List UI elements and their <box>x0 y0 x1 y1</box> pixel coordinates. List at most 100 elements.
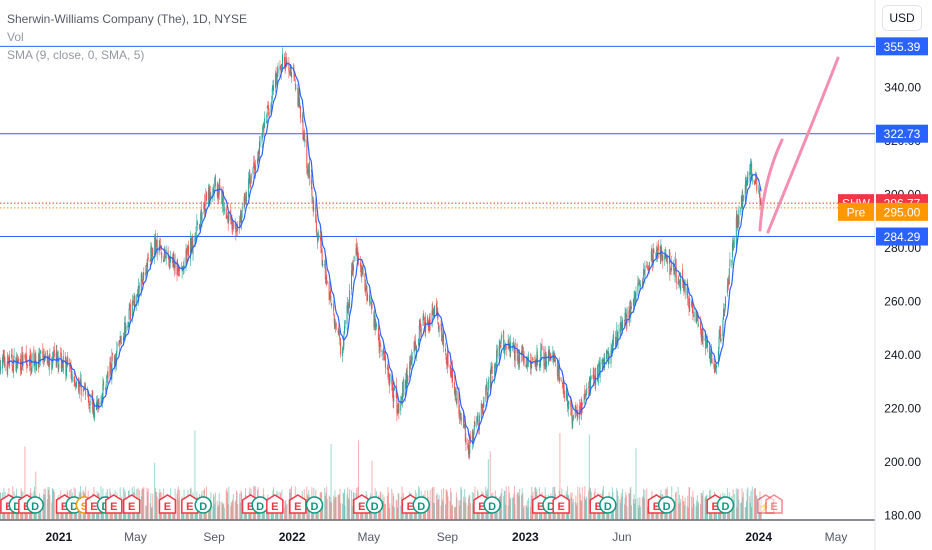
candle <box>87 392 89 399</box>
candle <box>119 336 121 339</box>
symbol-title[interactable]: Sherwin-Williams Company (The), 1D, NYSE <box>7 12 248 26</box>
event-markers[interactable]: EDEDEDSEDEEEEDEDEEDEDEDEDEDEEDEDED⚡E <box>0 494 783 514</box>
candle <box>93 405 95 415</box>
event-letter: E <box>128 501 135 513</box>
candle <box>758 189 760 192</box>
volume-bar <box>570 497 572 520</box>
candle <box>711 359 713 364</box>
volume-bar <box>342 492 344 520</box>
candle <box>136 293 138 297</box>
candle <box>3 356 5 366</box>
event-letter: D <box>721 501 729 513</box>
sma-label[interactable]: SMA (9, close, 0, SMA, 5) <box>7 48 145 62</box>
volume-bar <box>563 507 565 520</box>
volume-bar <box>230 505 232 520</box>
candle <box>567 394 569 407</box>
currency-button[interactable]: USD <box>882 5 922 31</box>
candle <box>606 350 608 353</box>
candle <box>158 246 160 253</box>
volume-bar <box>749 496 751 520</box>
candle <box>329 290 331 299</box>
candle <box>405 382 407 388</box>
candle <box>172 258 174 264</box>
candle <box>281 65 283 66</box>
candle <box>473 425 475 431</box>
volume-bar <box>239 493 241 520</box>
candle <box>572 419 574 429</box>
candle <box>181 267 183 269</box>
time-axis[interactable]: 2021 May Sep 2022 May Sep 2023 Jun 2024 May <box>45 530 847 544</box>
candle <box>450 366 452 376</box>
volume-bar <box>434 503 436 520</box>
candle <box>299 102 301 106</box>
candle <box>161 253 163 259</box>
candle <box>760 199 762 205</box>
candle <box>359 262 361 267</box>
volume-label[interactable]: Vol <box>7 30 24 44</box>
candle <box>185 250 187 269</box>
candle <box>514 347 516 360</box>
candle <box>401 396 403 400</box>
candle <box>482 409 484 411</box>
candle <box>413 341 415 353</box>
candle <box>620 322 622 332</box>
candle <box>106 375 108 377</box>
volume-bar <box>638 507 640 520</box>
event-letter: E <box>271 501 278 513</box>
volume-bar <box>388 507 390 520</box>
volume-bar <box>432 487 434 520</box>
candle <box>615 336 617 347</box>
candle <box>749 172 751 176</box>
candle <box>423 314 425 321</box>
volume-bar <box>700 492 702 520</box>
event-letter: D <box>13 501 21 513</box>
candle <box>227 216 229 224</box>
volume-bar <box>222 504 224 520</box>
volume-bar <box>517 492 519 520</box>
volume-bar <box>118 507 120 520</box>
candle <box>437 322 439 330</box>
candle <box>11 354 13 357</box>
y-tick-label: 340.00 <box>884 81 921 95</box>
candle <box>485 386 487 396</box>
candle <box>73 376 75 382</box>
candle <box>310 174 312 184</box>
candle <box>683 283 685 290</box>
candle <box>613 334 615 340</box>
volume-bar <box>429 507 431 520</box>
price-axis[interactable]: 340.00320.00300.00280.00260.00240.00220.… <box>884 81 921 523</box>
volume-bar <box>326 498 328 520</box>
volume-bar <box>177 486 179 520</box>
candle <box>664 253 666 258</box>
volume-bar <box>675 492 677 520</box>
volume-bar <box>16 507 18 520</box>
candle <box>120 343 122 344</box>
event-letter: D <box>417 501 425 513</box>
candle <box>701 329 703 337</box>
trend-stroke <box>758 138 784 232</box>
volume-bar <box>179 489 181 520</box>
volume-bar <box>62 507 64 520</box>
candle <box>25 354 27 356</box>
volume-bar <box>679 502 681 520</box>
event-letter: E <box>186 501 193 513</box>
volume-bar <box>630 486 632 520</box>
candle <box>754 179 756 185</box>
volume-bar <box>503 496 505 520</box>
candle <box>353 256 355 261</box>
candle <box>312 198 314 211</box>
candle <box>679 283 681 289</box>
event-letter: D <box>371 501 379 513</box>
volume-bar <box>48 490 50 520</box>
candle <box>107 371 109 378</box>
candle <box>334 322 336 328</box>
candle <box>655 251 657 259</box>
event-badge <box>26 496 44 514</box>
candle <box>530 362 532 370</box>
candle <box>338 332 340 335</box>
candle <box>638 279 640 283</box>
candle <box>519 352 521 364</box>
candle <box>639 281 641 286</box>
candle <box>486 387 488 399</box>
